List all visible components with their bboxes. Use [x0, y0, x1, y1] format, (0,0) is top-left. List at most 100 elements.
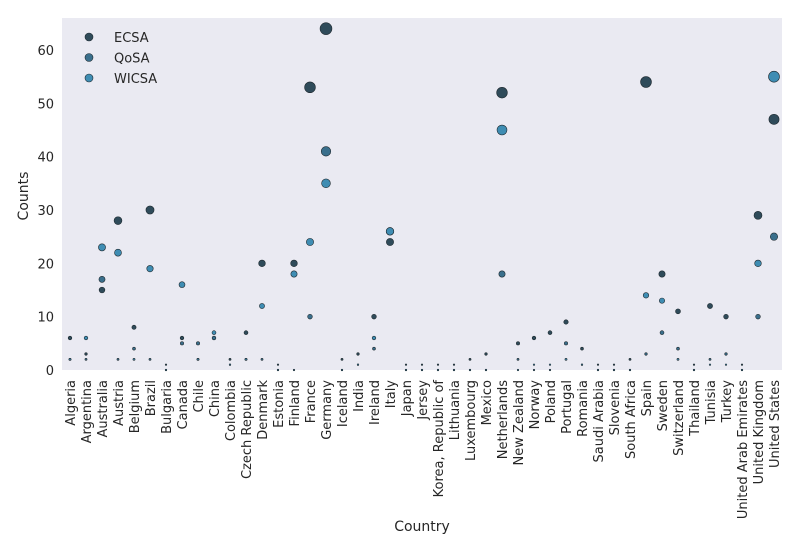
point-wicsa-china [211, 330, 217, 335]
point-qosa-united-states [769, 232, 779, 241]
point-ecsa-algeria [67, 335, 73, 341]
point-ecsa-south-africa [628, 357, 632, 361]
point-ecsa-united-kingdom [753, 211, 763, 220]
point-ecsa-saudi-arabia [596, 363, 600, 366]
x-tick-label-colombia: Colombia [224, 380, 239, 441]
x-tick-label-united-arab-emirates: United Arab Emirates [736, 380, 751, 519]
point-wicsa-czech-republic [244, 357, 248, 361]
y-tick-label: 30 [37, 204, 54, 219]
point-ecsa-germany [319, 22, 333, 35]
point-wicsa-jersey [420, 368, 424, 372]
point-wicsa-korea-republic-of [436, 368, 440, 372]
point-ecsa-australia [98, 286, 106, 294]
point-ecsa-spain [640, 76, 652, 88]
x-tick-label-korea-republic-of: Korea, Republic of [432, 380, 447, 498]
point-ecsa-korea-republic-of [436, 363, 440, 366]
point-wicsa-netherlands [496, 124, 508, 136]
point-wicsa-brazil [146, 265, 154, 273]
point-ecsa-slovenia [612, 363, 616, 366]
point-wicsa-portugal [564, 357, 568, 361]
point-wicsa-south-africa [628, 368, 632, 372]
point-qosa-austria [116, 357, 120, 361]
point-qosa-turkey [724, 352, 728, 356]
y-tick-label: 60 [37, 44, 54, 59]
point-qosa-canada [180, 341, 184, 346]
point-ecsa-estonia [276, 363, 280, 366]
point-ecsa-czech-republic [243, 330, 249, 335]
legend: ECSA QoSA WICSA [84, 31, 157, 87]
legend-marker-qosa [84, 53, 94, 62]
point-ecsa-thailand [692, 363, 696, 366]
point-wicsa-australia [98, 243, 106, 252]
x-tick-label-brazil: Brazil [144, 380, 159, 416]
point-ecsa-canada [179, 335, 185, 341]
y-axis-label: Counts [16, 172, 32, 221]
x-tick-label-argentina: Argentina [80, 380, 95, 443]
point-ecsa-luxembourg [468, 357, 472, 361]
y-tick-label: 50 [37, 97, 54, 112]
x-tick-label-chile: Chile [192, 380, 207, 413]
point-wicsa-iceland [340, 368, 344, 372]
point-ecsa-lithuania [452, 363, 456, 366]
point-wicsa-france [306, 238, 314, 246]
x-tick-label-ireland: Ireland [368, 380, 383, 425]
point-qosa-belgium [132, 346, 136, 351]
point-ecsa-france [304, 81, 316, 94]
point-wicsa-sweden [659, 297, 665, 304]
point-ecsa-argentina [84, 352, 88, 356]
x-tick-label-australia: Australia [96, 380, 111, 438]
point-wicsa-spain [642, 292, 650, 299]
point-wicsa-saudi-arabia [596, 368, 600, 372]
point-ecsa-italy [386, 238, 394, 246]
point-wicsa-bulgaria [164, 368, 168, 372]
point-wicsa-chile [196, 357, 200, 361]
point-wicsa-turkey [724, 363, 728, 366]
point-wicsa-lithuania [452, 368, 456, 372]
y-tick-label: 10 [37, 311, 54, 326]
point-wicsa-finland [290, 270, 298, 278]
point-wicsa-mexico [484, 368, 488, 372]
point-wicsa-canada [178, 281, 186, 288]
x-tick-label-norway: Norway [528, 380, 543, 430]
x-tick-label-lithuania: Lithuania [448, 380, 463, 440]
x-tick-label-belgium: Belgium [128, 380, 143, 433]
point-ecsa-jersey [420, 363, 424, 366]
point-qosa-denmark [260, 357, 264, 361]
x-tick-label-india: India [352, 380, 367, 412]
x-tick-label-spain: Spain [640, 380, 655, 416]
x-tick-label-portugal: Portugal [560, 380, 575, 434]
point-wicsa-estonia [276, 368, 280, 372]
x-tick-label-sweden: Sweden [656, 380, 671, 431]
x-tick-label-czech-republic: Czech Republic [240, 380, 255, 479]
point-ecsa-denmark [258, 259, 266, 267]
y-tick-label: 0 [46, 364, 54, 379]
y-tick-label: 40 [37, 151, 54, 166]
point-ecsa-finland [290, 259, 298, 267]
x-tick-labels: Algeria Argentina Australia Austria Belgium B… [64, 380, 783, 520]
x-tick-label-canada: Canada [176, 380, 191, 429]
point-qosa-new-zealand [516, 357, 520, 361]
point-wicsa-slovenia [612, 368, 616, 372]
x-tick-label-united-kingdom: United Kingdom [752, 380, 767, 484]
point-wicsa-norway [532, 363, 536, 366]
x-tick-label-finland: Finland [288, 380, 303, 426]
point-qosa-united-kingdom [755, 314, 761, 320]
x-tick-label-south-africa: South Africa [624, 380, 639, 459]
point-wicsa-india [356, 363, 360, 366]
x-tick-label-germany: Germany [320, 380, 335, 440]
point-wicsa-italy [385, 227, 395, 236]
legend-label-qosa: QoSA [114, 52, 150, 67]
point-qosa-switzerland [676, 346, 680, 351]
plot-area [62, 18, 782, 370]
x-tick-label-netherlands: Netherlands [496, 380, 511, 459]
point-qosa-sweden [659, 330, 665, 335]
point-ecsa-japan [404, 363, 408, 366]
x-axis-label: Country [394, 519, 450, 535]
x-tick-label-japan: Japan [400, 380, 415, 417]
point-ecsa-netherlands [496, 87, 508, 99]
point-wicsa-thailand [692, 368, 696, 372]
point-wicsa-ireland [371, 335, 377, 341]
x-tick-label-jersey: Jersey [416, 380, 431, 421]
legend-marker-wicsa [84, 73, 94, 83]
